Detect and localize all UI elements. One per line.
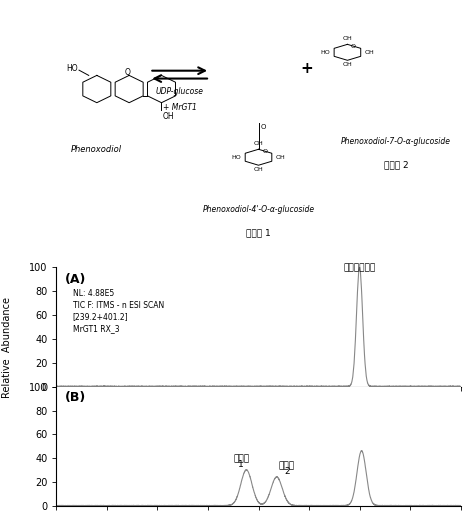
Text: OH: OH — [163, 112, 175, 121]
Text: (B): (B) — [64, 391, 86, 404]
Text: 1: 1 — [238, 460, 244, 469]
Text: 화합물 2: 화합물 2 — [384, 160, 408, 170]
Text: Phenoxodiol-4'-O-α-glucoside: Phenoxodiol-4'-O-α-glucoside — [203, 205, 314, 214]
Text: HO: HO — [232, 155, 242, 160]
Text: 화합물 1: 화합물 1 — [246, 229, 271, 238]
Text: HO: HO — [321, 50, 330, 55]
Text: OH: OH — [343, 62, 352, 67]
Text: Phenoxodiol-7-O-α-glucoside: Phenoxodiol-7-O-α-glucoside — [341, 137, 451, 146]
Text: O: O — [351, 44, 356, 50]
Text: 2: 2 — [284, 467, 290, 476]
Text: O: O — [262, 149, 267, 154]
Text: 화합물: 화합물 — [233, 454, 250, 463]
Text: (A): (A) — [64, 273, 86, 286]
Text: + MrGT1: + MrGT1 — [163, 103, 196, 112]
Text: OH: OH — [364, 50, 374, 55]
Text: OH: OH — [343, 36, 352, 41]
Text: 화합물: 화합물 — [279, 461, 295, 470]
Text: OH: OH — [254, 167, 263, 172]
Text: UDP-glucose: UDP-glucose — [156, 87, 204, 96]
Text: OH: OH — [275, 155, 285, 160]
Text: O: O — [260, 124, 266, 130]
Text: Phenoxodiol: Phenoxodiol — [71, 145, 122, 154]
Text: HO: HO — [66, 64, 78, 73]
Text: O: O — [125, 68, 131, 77]
Text: OH: OH — [254, 141, 263, 146]
Text: Relative  Abundance: Relative Abundance — [2, 297, 12, 398]
Text: 폠녹소다이올: 폠녹소다이올 — [344, 263, 376, 272]
Text: NL: 4.88E5
TIC F: ITMS - n ESI SCAN
[239.2+401.2]
MrGT1 RX_3: NL: 4.88E5 TIC F: ITMS - n ESI SCAN [239… — [72, 289, 164, 333]
Text: +: + — [301, 61, 313, 76]
